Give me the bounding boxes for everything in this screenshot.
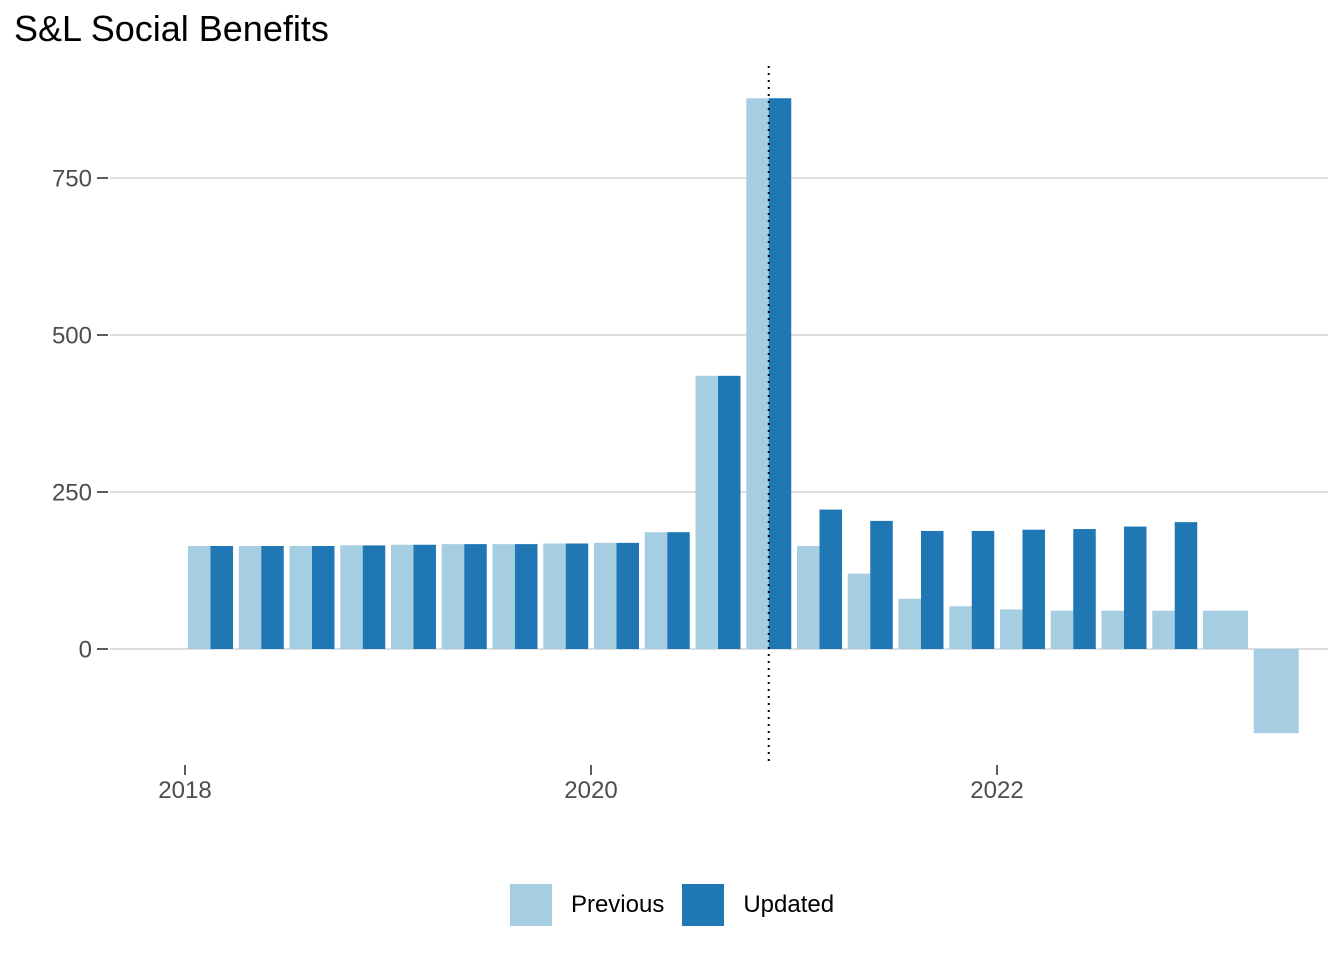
bar-updated-2022-q3 [1124, 526, 1147, 649]
bar-previous-2022-q1 [1000, 609, 1023, 649]
bar-updated-2019-q3 [515, 544, 538, 649]
bar-previous-2019-q1 [391, 544, 414, 649]
bar-previous-2022-q4 [1152, 610, 1175, 649]
bar-previous-2018-q1 [188, 546, 211, 649]
bar-previous-2022-q2 [1050, 610, 1074, 649]
bar-previous-2018-q3 [289, 546, 312, 649]
x-tick-label-2018: 2018 [158, 777, 211, 804]
bar-previous-2020-q4 [746, 98, 769, 649]
bar-previous-2020-q1 [594, 542, 617, 649]
bar-previous-2023-q2 [1253, 649, 1299, 734]
bar-updated-2020-q3 [718, 375, 741, 649]
bar-updated-2019-q4 [565, 543, 589, 649]
x-axis: 2018 2020 2022 [158, 765, 1024, 804]
legend-swatch-updated [682, 884, 725, 926]
bar-previous-2021-q2 [847, 573, 871, 649]
chart-title: S&L Social Benefits [14, 8, 329, 49]
bar-previous-2019-q3 [492, 544, 515, 649]
bar-updated-2021-q2 [870, 520, 893, 649]
x-tick-label-2020: 2020 [564, 777, 617, 804]
bar-updated-2021-q3 [921, 530, 944, 649]
legend: Previous Updated [0, 884, 1344, 926]
legend-item-previous: Previous [509, 884, 665, 926]
bar-updated-2020-q4 [768, 98, 792, 649]
y-tick-label-750: 750 [52, 166, 92, 193]
bar-updated-2018-q4 [362, 545, 386, 649]
y-tick-label-0: 0 [79, 637, 92, 664]
bar-previous-2021-q4 [949, 606, 972, 649]
legend-label-updated: Updated [743, 891, 835, 918]
bar-previous-2020-q2 [644, 532, 668, 649]
bar-updated-2021-q1 [819, 509, 842, 649]
bar-previous-2018-q4 [340, 545, 363, 649]
bar-updated-2018-q3 [312, 546, 335, 649]
legend-swatch-previous [509, 884, 552, 926]
x-tick-label-2022: 2022 [970, 777, 1023, 804]
bar-previous-2020-q3 [695, 375, 718, 649]
bar-updated-2020-q2 [667, 532, 690, 649]
y-axis: 0 250 500 750 [52, 166, 108, 664]
bar-previous-2018-q2 [238, 546, 262, 649]
bar-updated-2021-q4 [971, 530, 995, 649]
bar-previous-2019-q4 [543, 543, 566, 649]
bar-updated-2022-q4 [1174, 522, 1198, 649]
bars [188, 98, 1299, 734]
bar-previous-2021-q3 [898, 598, 921, 649]
legend-item-updated: Updated [682, 884, 834, 926]
bar-updated-2019-q2 [464, 544, 487, 649]
bar-previous-2022-q3 [1101, 610, 1124, 649]
bar-previous-2021-q1 [797, 546, 820, 649]
y-tick-label-500: 500 [52, 323, 92, 350]
bar-updated-2018-q1 [210, 546, 233, 649]
bar-previous-2019-q2 [441, 544, 465, 649]
bar-updated-2022-q2 [1073, 529, 1096, 649]
bar-updated-2022-q1 [1022, 529, 1045, 649]
bar-updated-2018-q2 [261, 546, 284, 649]
legend-label-previous: Previous [570, 891, 665, 918]
bar-previous-2023-q1 [1203, 610, 1248, 649]
bar-updated-2020-q1 [616, 542, 639, 649]
y-tick-label-250: 250 [52, 480, 92, 507]
bar-updated-2019-q1 [413, 544, 436, 649]
